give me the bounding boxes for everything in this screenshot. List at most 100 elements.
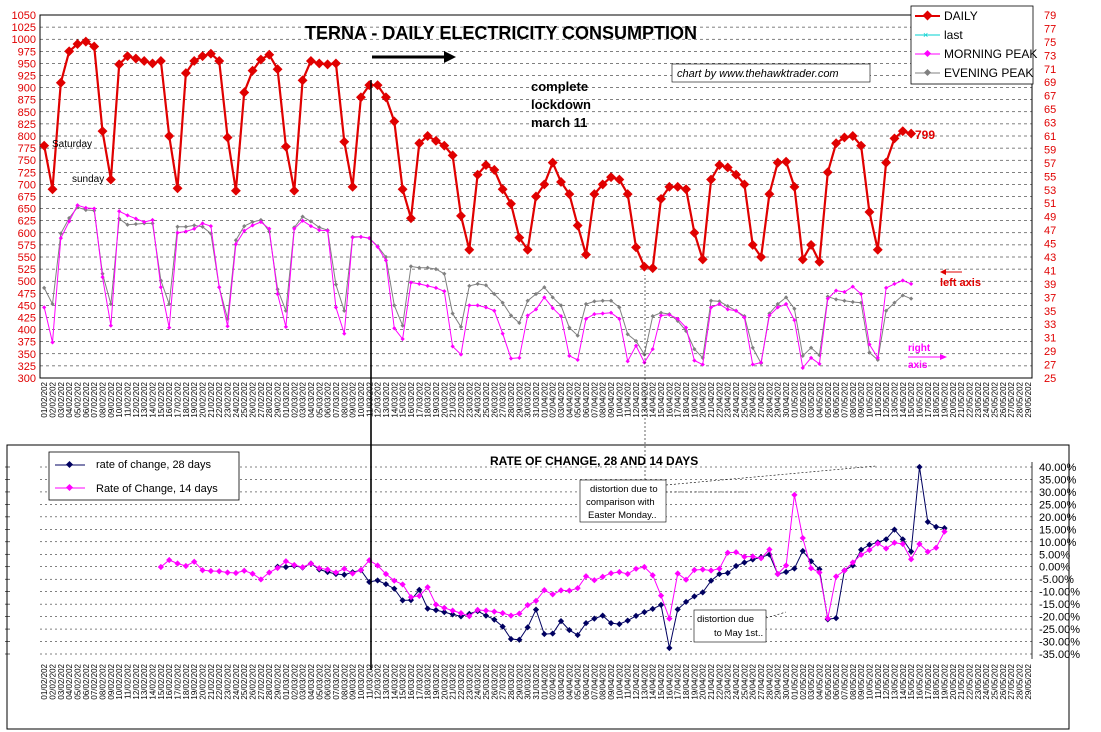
top-x-tick-label: 19/05/202 bbox=[940, 381, 949, 417]
top-legend: DAILY × last MORNING PEAK EVENING PEAK bbox=[910, 5, 1037, 85]
data-point-morning-peak bbox=[117, 209, 122, 214]
bottom-x-tick-label: 26/02/202 bbox=[249, 663, 258, 699]
credit-text: chart by www.thehawktrader.com bbox=[677, 68, 839, 80]
data-point-evening-peak bbox=[600, 298, 605, 303]
data-point-morning-peak bbox=[242, 228, 247, 233]
data-point-rate-of-change-28-days bbox=[899, 536, 906, 543]
data-point-evening-peak bbox=[792, 306, 797, 311]
bottom-x-tick-label: 25/02/202 bbox=[240, 663, 249, 699]
annot-easter-2: comparison with bbox=[586, 497, 655, 508]
bottom-x-tick-label: 22/04/202 bbox=[715, 663, 724, 699]
data-point-evening-peak bbox=[392, 303, 397, 308]
data-point-rate-of-change-14-days bbox=[416, 592, 423, 600]
legend-roc28-label: rate of change, 28 days bbox=[96, 459, 211, 471]
top-right-tick-label: 59 bbox=[1044, 144, 1056, 156]
bottom-x-tick-label: 05/05/202 bbox=[824, 663, 833, 699]
bottom-x-tick-label: 16/04/202 bbox=[665, 663, 674, 699]
bottom-x-tick-label: 27/03/202 bbox=[499, 663, 508, 699]
top-x-tick-label: 23/04/202 bbox=[724, 381, 733, 417]
data-point-morning-peak bbox=[283, 324, 289, 330]
data-point-evening-peak bbox=[133, 221, 138, 227]
data-point-morning-peak bbox=[525, 313, 530, 318]
top-x-tick-label: 24/04/202 bbox=[732, 381, 741, 417]
data-point-rate-of-change-14-days bbox=[916, 540, 923, 548]
data-point-evening-peak bbox=[575, 333, 580, 338]
bottom-x-tick-label: 11/04/202 bbox=[624, 663, 633, 699]
data-point-rate-of-change-28-days bbox=[507, 635, 515, 643]
data-point-morning-peak bbox=[550, 305, 555, 311]
top-left-tick-label: 325 bbox=[18, 361, 36, 373]
bottom-x-tick-label: 31/03/202 bbox=[532, 663, 541, 699]
top-left-tick-label: 950 bbox=[18, 58, 36, 70]
bottom-x-tick-label: 05/03/202 bbox=[315, 663, 324, 699]
bottom-x-tick-label: 12/05/202 bbox=[882, 663, 891, 699]
bottom-x-tick-label: 15/05/202 bbox=[907, 663, 916, 699]
bottom-x-tick-label: 18/03/202 bbox=[424, 663, 433, 699]
bottom-x-tick-label: 03/05/202 bbox=[807, 663, 816, 699]
top-x-tick-label: 13/03/202 bbox=[382, 381, 391, 417]
top-x-tick-label: 18/03/202 bbox=[424, 381, 433, 417]
top-x-tick-label: 14/03/202 bbox=[390, 381, 399, 417]
top-x-tick-label: 11/03/202 bbox=[365, 381, 374, 417]
data-point-morning-peak bbox=[417, 281, 422, 287]
top-left-tick-label: 850 bbox=[18, 107, 36, 119]
top-x-tick-label: 23/05/202 bbox=[974, 381, 983, 417]
bottom-x-axis-ticks: 01/02/202 02/02/202 03/02/202 04/02/202 05/0… bbox=[40, 663, 1033, 699]
top-right-tick-label: 79 bbox=[1044, 10, 1056, 22]
top-right-tick-label: 53 bbox=[1044, 185, 1056, 197]
data-point-rate-of-change-28-days bbox=[649, 605, 656, 612]
data-point-evening-peak bbox=[525, 298, 530, 303]
top-x-tick-label: 07/03/202 bbox=[332, 381, 341, 417]
data-point-morning-peak bbox=[408, 280, 414, 285]
data-point-morning-peak bbox=[150, 217, 155, 223]
data-point-daily bbox=[664, 181, 675, 192]
bottom-right-tick-label: 5.00% bbox=[1039, 549, 1070, 561]
credit-box bbox=[671, 63, 871, 83]
data-point-morning-peak bbox=[533, 307, 539, 312]
data-point-daily bbox=[472, 169, 483, 180]
top-x-tick-label: 01/03/202 bbox=[282, 381, 291, 417]
data-point-evening-peak bbox=[442, 271, 447, 276]
data-point-rate-of-change-14-days bbox=[649, 572, 656, 579]
data-point-rate-of-change-14-days bbox=[933, 544, 940, 551]
data-point-rate-of-change-14-days bbox=[891, 539, 898, 546]
data-point-morning-peak bbox=[883, 285, 889, 291]
data-point-rate-of-change-14-days bbox=[799, 534, 806, 542]
bottom-x-tick-label: 25/04/202 bbox=[740, 663, 749, 699]
data-point-evening-peak bbox=[433, 266, 439, 272]
top-left-tick-label: 575 bbox=[18, 240, 36, 252]
top-x-tick-label: 09/02/202 bbox=[107, 381, 116, 417]
top-left-tick-label: 600 bbox=[18, 228, 36, 240]
data-point-rate-of-change-28-days bbox=[883, 536, 890, 543]
data-point-morning-peak bbox=[742, 315, 747, 320]
data-point-evening-peak bbox=[508, 313, 514, 318]
bottom-x-tick-label: 17/03/202 bbox=[415, 663, 424, 699]
top-x-tick-label: 17/03/202 bbox=[415, 381, 424, 417]
data-point-evening-peak bbox=[450, 311, 455, 316]
data-point-rate-of-change-14-days bbox=[516, 610, 523, 617]
data-point-daily bbox=[147, 58, 158, 69]
data-point-daily bbox=[280, 141, 291, 152]
top-x-tick-label: 21/03/202 bbox=[449, 381, 458, 417]
top-x-tick-label: 11/02/202 bbox=[124, 381, 133, 417]
top-x-tick-label: 26/03/202 bbox=[490, 381, 499, 417]
bottom-x-tick-label: 13/02/202 bbox=[140, 663, 149, 699]
data-point-morning-peak bbox=[825, 296, 830, 301]
data-point-rate-of-change-14-days bbox=[924, 548, 931, 555]
data-point-daily bbox=[456, 210, 466, 221]
bottom-x-tick-label: 15/04/202 bbox=[657, 663, 666, 699]
bottom-x-tick-label: 18/05/202 bbox=[932, 663, 941, 699]
data-point-evening-peak bbox=[500, 300, 505, 305]
top-x-tick-label: 25/02/202 bbox=[240, 381, 249, 417]
top-x-tick-label: 10/03/202 bbox=[357, 381, 366, 417]
data-point-rate-of-change-14-days bbox=[824, 615, 831, 622]
data-point-morning-peak bbox=[442, 289, 447, 294]
top-x-tick-label: 25/05/202 bbox=[990, 381, 999, 417]
bottom-x-tick-label: 16/03/202 bbox=[407, 663, 416, 699]
data-point-daily bbox=[772, 157, 783, 168]
top-x-tick-label: 02/04/202 bbox=[549, 381, 558, 417]
data-point-evening-peak bbox=[517, 320, 522, 325]
top-x-tick-label: 04/02/202 bbox=[65, 381, 74, 417]
bottom-x-tick-label: 19/02/202 bbox=[190, 663, 199, 699]
top-x-tick-label: 12/02/202 bbox=[132, 381, 141, 417]
